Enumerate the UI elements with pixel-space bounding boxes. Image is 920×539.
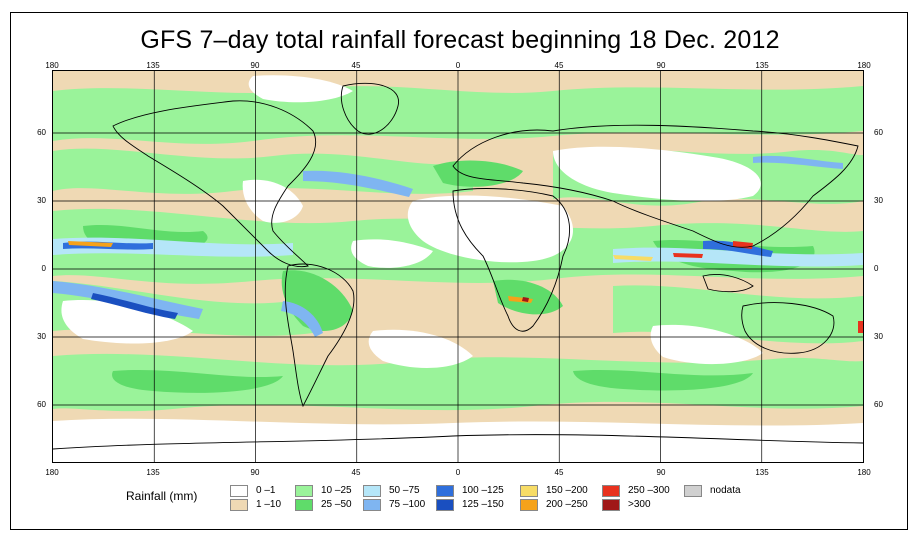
lat-label-left: 60	[37, 400, 46, 409]
lon-label-bottom: 45	[554, 468, 564, 477]
lon-label-bottom: 180	[45, 468, 59, 477]
legend-swatch	[295, 485, 313, 497]
lon-label-bottom: 0	[455, 468, 461, 477]
lon-label-top: 180	[857, 61, 871, 70]
legend-swatch	[684, 485, 702, 497]
legend-swatch	[602, 499, 620, 511]
lon-label-top: 180	[45, 61, 59, 70]
lat-label-right: 30	[874, 196, 883, 205]
legend-swatch	[295, 499, 313, 511]
legend-swatch	[230, 485, 248, 497]
legend-swatch	[520, 499, 538, 511]
legend-label: 200 –250	[546, 499, 588, 510]
legend-label: 50 –75	[389, 485, 420, 496]
lon-label-bottom: 90	[250, 468, 260, 477]
lon-label-top: 45	[554, 61, 564, 70]
lon-label-bottom: 135	[755, 468, 769, 477]
lat-label-left: 30	[37, 332, 46, 341]
legend-swatch	[230, 499, 248, 511]
lat-label-right: 60	[874, 128, 883, 137]
lon-label-bottom: 180	[857, 468, 871, 477]
lon-label-bottom: 45	[351, 468, 361, 477]
rainfall-field	[53, 71, 863, 462]
legend-label: 75 –100	[389, 499, 426, 510]
south-america-coast	[284, 263, 355, 408]
lat-label-right: 60	[874, 400, 883, 409]
lon-label-top: 90	[250, 61, 260, 70]
lat-label-left: 60	[37, 128, 46, 137]
legend-label: 125 –150	[462, 499, 504, 510]
eurasia-coast	[452, 124, 859, 248]
lon-label-bottom: 90	[656, 468, 666, 477]
legend-label: 10 –25	[321, 485, 352, 496]
lon-label-top: 0	[455, 61, 461, 70]
rainfall-map	[52, 70, 864, 463]
lon-label-top: 135	[146, 61, 160, 70]
lat-label-right: 0	[874, 264, 879, 273]
lat-label-left: 0	[41, 264, 46, 273]
legend-label: 25 –50	[321, 499, 352, 510]
graticule	[53, 71, 863, 462]
legend-label: 250 –300	[628, 485, 670, 496]
legend-swatch	[363, 485, 381, 497]
legend-label: 0 –1	[256, 485, 276, 496]
greenland-coast	[340, 83, 399, 135]
legend-label: >300	[628, 499, 651, 510]
legend-swatch	[520, 485, 538, 497]
map-title: GFS 7–day total rainfall forecast beginn…	[140, 26, 780, 54]
lon-label-top: 45	[351, 61, 361, 70]
lon-label-top: 135	[755, 61, 769, 70]
lat-label-left: 30	[37, 196, 46, 205]
lon-label-top: 90	[656, 61, 666, 70]
north-america-coast	[112, 100, 317, 268]
legend-swatch	[436, 499, 454, 511]
figure-frame	[10, 12, 908, 530]
africa-coast	[452, 188, 570, 332]
coastlines	[53, 83, 863, 450]
maritime-coast	[702, 274, 754, 293]
legend-title: Rainfall (mm)	[126, 489, 198, 503]
legend-label: nodata	[710, 485, 741, 496]
legend-label: 100 –125	[462, 485, 504, 496]
lat-label-right: 30	[874, 332, 883, 341]
legend-label: 1 –10	[256, 499, 282, 510]
legend-swatch	[436, 485, 454, 497]
legend-swatch	[363, 499, 381, 511]
rain-field-50-150	[53, 155, 863, 337]
antarctica-coast	[53, 434, 863, 450]
australia-coast	[741, 302, 835, 354]
legend-swatch	[602, 485, 620, 497]
legend-label: 150 –200	[546, 485, 588, 496]
lon-label-bottom: 135	[146, 468, 160, 477]
